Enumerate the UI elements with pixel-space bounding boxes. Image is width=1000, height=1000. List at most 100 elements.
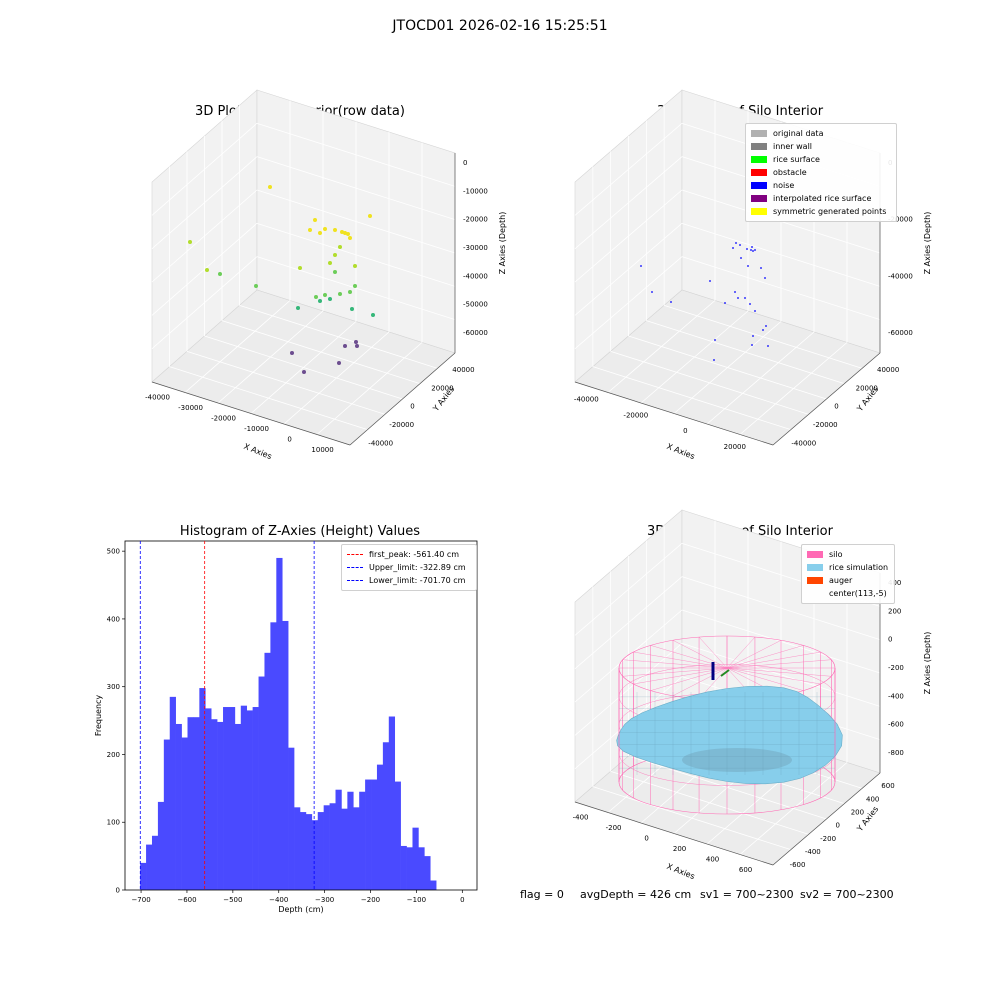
y-axis-line (349, 352, 456, 446)
noise-point (740, 257, 742, 259)
legend-entry: obstacle (751, 166, 891, 179)
y-axis-label: Frequency (94, 695, 103, 737)
x-tick-label: -20000 (211, 415, 236, 423)
panel-histogram: Histogram of Z-Axies (Height) Values −70… (80, 520, 500, 920)
data-point (337, 361, 341, 365)
legend-swatch (807, 590, 823, 597)
data-point (323, 227, 327, 231)
legend-label: obstacle (773, 168, 807, 177)
data-point (353, 284, 357, 288)
noise-point (744, 297, 746, 299)
legend-label: silo (829, 550, 843, 559)
hist-bar (400, 845, 407, 890)
x-tick-label: -10000 (244, 425, 269, 433)
data-point (218, 272, 222, 276)
x-tick-label: 400 (706, 856, 719, 864)
silo-wire (726, 640, 782, 669)
legend-label: Lower_limit: -701.70 cm (369, 576, 466, 585)
y-tick-label: 20000 (856, 384, 878, 392)
y-tick-label: 200 (851, 808, 864, 816)
legend-swatch (807, 551, 823, 558)
legend-entry: inner wall (751, 140, 891, 153)
x-axis-line (574, 801, 774, 866)
legend-line (347, 567, 363, 568)
hist-bar (294, 807, 301, 890)
legend-entry: noise (751, 179, 891, 192)
noise-point (640, 265, 642, 267)
y-axis-line (772, 772, 881, 866)
silo-wire (672, 640, 728, 669)
grid-line (151, 123, 258, 216)
y-tick-label: -20000 (389, 421, 414, 429)
data-point (348, 236, 352, 240)
noise-point (760, 267, 762, 269)
x-axis-label: Depth (cm) (278, 905, 323, 914)
legend-label: rice surface (773, 155, 820, 164)
sv1-text: sv1 = 700~2300 (700, 888, 794, 901)
data-point (368, 214, 372, 218)
legend-entry: interpolated rice surface (751, 192, 891, 205)
y-tick-label: 200 (107, 751, 120, 759)
y-tick-label: 400 (107, 615, 120, 623)
z-tick-label: -20000 (888, 216, 913, 224)
hist-bar (305, 814, 313, 890)
data-point (318, 231, 322, 235)
data-point (348, 290, 352, 294)
x-tick-label: −700 (131, 896, 150, 904)
z-tick-label: 0 (463, 159, 467, 167)
y-tick-label: 300 (107, 683, 120, 691)
classify-legend: original data inner wall rice surface obsta… (745, 123, 897, 222)
legend-entry: rice simulation (807, 561, 889, 574)
silo-wire (726, 651, 821, 669)
data-point (318, 299, 322, 303)
x-tick-label: -20000 (623, 411, 648, 419)
x-tick-label: −600 (177, 896, 196, 904)
hist-bar (341, 808, 348, 890)
center-marker (720, 669, 730, 677)
z-tick-label: 0 (888, 636, 892, 644)
flag-text: flag = 0 (520, 888, 564, 901)
hist-bar (388, 716, 396, 890)
silo-wire (633, 667, 728, 685)
y-tick-label: 0 (835, 822, 839, 830)
y-tick-label: 0 (410, 403, 414, 411)
silo-wire (726, 667, 832, 677)
legend-swatch (751, 182, 767, 189)
noise-point (737, 297, 739, 299)
legend-line (347, 580, 363, 581)
y-tick-label: 0 (116, 887, 120, 895)
silo-wire (633, 651, 728, 669)
data-point (350, 307, 354, 311)
data-point (338, 292, 342, 296)
legend-label: rice simulation (829, 563, 889, 572)
y-tick-label: 40000 (452, 366, 474, 374)
y-tick-label: -200 (820, 835, 836, 843)
data-point (343, 344, 347, 348)
simulation-3d-plot: -400-2000200400600-600-400-2000200400600… (573, 509, 932, 881)
noise-point (709, 280, 711, 282)
noise-point (762, 329, 764, 331)
silo-wire (672, 667, 728, 696)
sv2-text: sv2 = 700~2300 (800, 888, 894, 901)
noise-point (747, 265, 749, 267)
panel-classify-3d: 3D classify of Silo Interior -40000-2000… (555, 89, 932, 461)
data-point (328, 261, 332, 265)
grid-line (664, 304, 863, 369)
y-tick-label: -400 (805, 848, 821, 856)
data-point (346, 232, 350, 236)
x-tick-label: −100 (407, 896, 426, 904)
z-axis-label: Z Axies (Depth) (923, 212, 932, 275)
noise-point (749, 303, 751, 305)
silo-wire (726, 636, 756, 669)
legend-entry: symmetric generated points (751, 205, 891, 218)
noise-point (724, 302, 726, 304)
x-tick-label: −500 (223, 896, 242, 904)
legend-entry: Lower_limit: -701.70 cm (347, 574, 471, 587)
raw-3d-plot: -40000 -30000 -20000 -10000 0 10000 -40000 -200… (145, 89, 507, 461)
z-tick-label: -50000 (463, 301, 488, 309)
legend-entry: original data (751, 127, 891, 140)
legend-swatch (751, 195, 767, 202)
x-tick-label: −200 (361, 896, 380, 904)
grid-line (239, 304, 438, 369)
legend-swatch (751, 156, 767, 163)
